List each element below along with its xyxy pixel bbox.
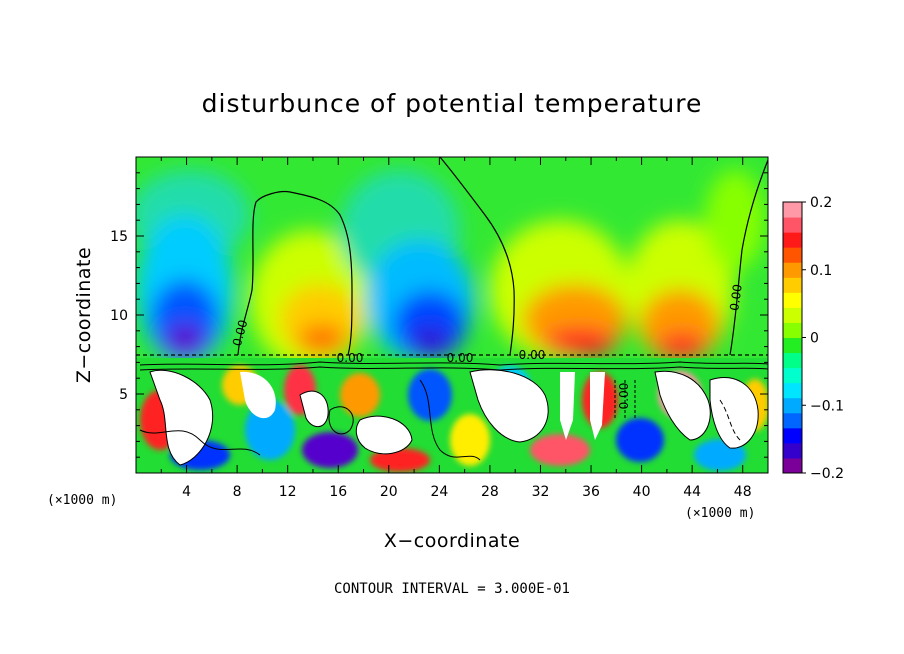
x-tick-label: 40 <box>633 484 651 500</box>
contour-label: 0.00 <box>230 318 250 347</box>
colorbar-segment <box>783 382 802 399</box>
x-tick-label: 24 <box>430 484 448 500</box>
x-axis-ticks: 4 8 12 16 20 24 28 32 36 40 44 48 <box>160 157 752 500</box>
colorbar-segment <box>783 247 802 263</box>
y-axis-label: Z−coordinate <box>73 247 95 383</box>
x-tick-label: 48 <box>734 484 752 500</box>
colorbar-segment <box>783 307 802 323</box>
x-tick-label: 28 <box>481 484 499 500</box>
x-axis-left-unit: (×1000 m) <box>47 493 117 508</box>
colorbar-segment <box>783 262 802 278</box>
x-tick-label: 20 <box>380 484 398 500</box>
colorbar-segment <box>783 457 802 474</box>
colorbar-segment <box>783 427 802 444</box>
x-axis-right-unit: (×1000 m) <box>685 506 755 521</box>
colorbar-tick-label: 0 <box>810 331 819 347</box>
colorbar-segment <box>783 442 802 459</box>
colorbar <box>782 201 803 474</box>
colorbar-segment <box>783 367 802 384</box>
colorbar-segment <box>783 397 802 414</box>
contour-label: 0.00 <box>519 348 546 362</box>
x-tick-label: 12 <box>279 484 297 500</box>
zero-contour-lines <box>136 157 768 356</box>
colorbar-segment <box>783 202 802 218</box>
y-tick-label: 15 <box>110 229 128 245</box>
colorbar-segment <box>783 352 802 369</box>
x-tick-label: 16 <box>329 484 347 500</box>
contour-interval-note: CONTOUR INTERVAL = 3.000E-01 <box>334 581 570 597</box>
plot-area <box>136 157 768 473</box>
y-tick-label: 10 <box>110 308 128 324</box>
colorbar-tick-label: −0.1 <box>810 398 844 414</box>
colorbar-segment <box>783 277 802 293</box>
contour-labels: 0.00 0.00 0.00 0.00 0.00 0.00 <box>230 283 745 409</box>
colorbar-tick-label: 0.1 <box>810 263 832 279</box>
x-tick-label: 36 <box>582 484 600 500</box>
x-tick-label: 44 <box>683 484 701 500</box>
x-tick-label: 32 <box>532 484 550 500</box>
colorbar-tick-label: −0.2 <box>810 466 844 482</box>
x-axis-label: X−coordinate <box>384 530 520 552</box>
colorbar-segment <box>783 322 802 338</box>
x-tick-label: 8 <box>233 484 242 500</box>
x-tick-label: 4 <box>182 484 191 500</box>
colorbar-tick-label: 0.2 <box>810 195 832 211</box>
colorbar-segment <box>783 337 802 354</box>
contour-label: 0.00 <box>447 351 474 365</box>
upper-field-shading <box>136 170 765 370</box>
chart-title: disturbunce of potential temperature <box>202 89 703 118</box>
colorbar-segment <box>783 292 802 308</box>
y-tick-label: 5 <box>119 387 128 403</box>
colorbar-segment <box>783 232 802 248</box>
contour-label: 0.00 <box>337 351 364 365</box>
contour-label: 0.00 <box>617 383 631 410</box>
colorbar-segment <box>783 217 802 233</box>
y-axis-ticks: 5 10 15 <box>110 172 768 458</box>
colorbar-segment <box>783 412 802 429</box>
boundary-layer-shading <box>136 358 768 473</box>
contour-label: 0.00 <box>727 283 745 311</box>
colorbar-ticks: 0.2 0.1 0 −0.1 −0.2 <box>802 195 844 482</box>
